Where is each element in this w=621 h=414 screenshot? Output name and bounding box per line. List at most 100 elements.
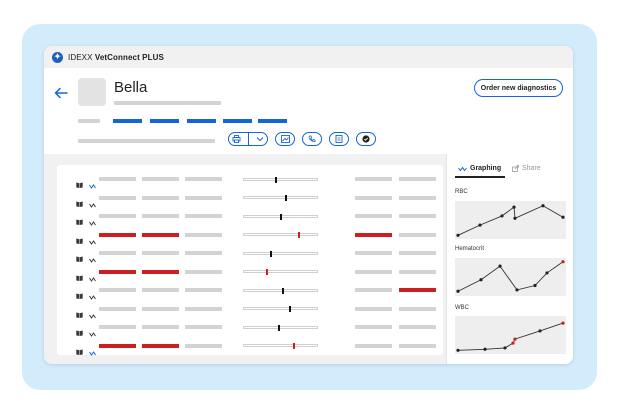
result-name <box>99 306 136 311</box>
graph-point[interactable] <box>533 283 537 288</box>
graph-point[interactable] <box>561 260 565 264</box>
active-tab-indicator <box>455 176 505 178</box>
graph-point[interactable] <box>479 278 483 282</box>
trend-icon <box>458 166 467 171</box>
brand-name: VetConnect PLUS <box>94 52 164 62</box>
graph-wbc[interactable] <box>455 316 566 354</box>
table-row[interactable] <box>57 342 443 356</box>
table-row[interactable] <box>57 212 443 226</box>
trend-icon[interactable] <box>89 343 97 356</box>
graph-point[interactable] <box>511 341 515 345</box>
previous-value <box>355 177 392 181</box>
complete-button[interactable] <box>356 132 376 146</box>
book-icon[interactable] <box>76 305 83 318</box>
trend-icon[interactable] <box>89 306 97 319</box>
trend-icon[interactable] <box>89 176 97 189</box>
previous-value <box>355 343 392 348</box>
graph-hematocrit[interactable] <box>455 258 566 296</box>
table-row[interactable] <box>57 249 443 263</box>
info-link[interactable] <box>223 119 252 123</box>
table-row[interactable] <box>57 194 443 208</box>
tab-graphing[interactable]: Graphing <box>458 165 501 172</box>
table-row[interactable] <box>57 305 443 319</box>
graph-point[interactable] <box>513 337 517 341</box>
reference-range-bar <box>243 213 318 220</box>
range-marker <box>275 176 278 183</box>
book-icon[interactable] <box>76 175 83 188</box>
graph-point[interactable] <box>538 329 542 333</box>
print-button[interactable] <box>228 132 268 146</box>
book-icon[interactable] <box>76 342 83 355</box>
graph-point[interactable] <box>515 288 519 292</box>
result-unit <box>185 325 222 329</box>
reference-range-bar <box>243 269 318 275</box>
result-name <box>99 251 136 255</box>
trend-icon[interactable] <box>89 287 97 300</box>
graph-point[interactable] <box>478 223 482 227</box>
result-value <box>142 232 179 237</box>
graph-rbc-chart <box>456 204 565 237</box>
document-icon <box>335 135 343 143</box>
graph-point[interactable] <box>513 216 517 220</box>
trend-icon[interactable] <box>89 232 97 245</box>
book-icon[interactable] <box>76 194 83 207</box>
graph-point[interactable] <box>500 214 504 218</box>
table-row[interactable] <box>57 231 443 245</box>
previous-value <box>355 232 392 237</box>
table-row[interactable] <box>57 323 443 337</box>
graph-point[interactable] <box>498 264 502 268</box>
back-arrow-icon[interactable] <box>54 87 68 99</box>
trend-icon[interactable] <box>89 324 97 337</box>
order-new-diagnostics-button[interactable]: Order new diagnostics <box>474 79 563 97</box>
previous-value <box>355 288 392 292</box>
reference-range-bar <box>243 195 318 201</box>
image-button[interactable] <box>275 132 295 146</box>
table-row[interactable] <box>57 286 443 300</box>
book-icon[interactable] <box>76 286 83 299</box>
graph-label-hematocrit: Hematocrit <box>455 246 485 252</box>
action-toolbar <box>228 132 376 146</box>
trend-icon[interactable] <box>89 250 97 263</box>
phone-button[interactable] <box>302 132 322 146</box>
info-link[interactable] <box>150 119 179 123</box>
visit-placeholder <box>78 139 215 143</box>
result-name <box>99 288 136 292</box>
result-unit <box>185 195 222 200</box>
graph-point[interactable] <box>512 205 516 209</box>
result-name <box>99 177 136 181</box>
book-icon[interactable] <box>76 268 83 281</box>
document-button[interactable] <box>329 132 349 146</box>
book-icon[interactable] <box>76 323 83 336</box>
graph-rbc[interactable] <box>455 201 566 239</box>
idexx-logo-icon: ✦ <box>52 51 63 63</box>
graph-point[interactable] <box>545 271 549 275</box>
app-window: ✦ IDEXX VetConnect PLUS Bella Order new … <box>44 46 573 364</box>
chevron-down-icon[interactable] <box>256 136 264 142</box>
book-icon[interactable] <box>76 231 83 244</box>
info-link[interactable] <box>187 119 216 123</box>
graph-point[interactable] <box>456 348 460 352</box>
previous-value <box>355 214 392 218</box>
graph-point[interactable] <box>456 289 460 293</box>
result-name <box>99 343 136 348</box>
info-link[interactable] <box>113 119 142 123</box>
reference-range-bar <box>243 343 318 349</box>
trend-icon[interactable] <box>89 213 97 226</box>
graph-point[interactable] <box>483 347 487 351</box>
info-link[interactable] <box>258 119 287 123</box>
graph-point[interactable] <box>503 346 507 350</box>
brand-title: IDEXX VetConnect PLUS <box>68 53 164 62</box>
image-icon <box>280 135 290 143</box>
graph-point[interactable] <box>541 204 545 208</box>
book-icon[interactable] <box>76 249 83 262</box>
table-row[interactable] <box>57 175 443 189</box>
trend-icon[interactable] <box>89 269 97 282</box>
trend-icon[interactable] <box>89 195 97 208</box>
graph-point[interactable] <box>561 321 565 325</box>
graph-point[interactable] <box>456 233 460 237</box>
book-icon[interactable] <box>76 212 83 225</box>
previous-value-2 <box>399 269 436 274</box>
graph-point[interactable] <box>561 215 565 219</box>
tab-share[interactable]: Share <box>512 165 541 172</box>
table-row[interactable] <box>57 268 443 282</box>
